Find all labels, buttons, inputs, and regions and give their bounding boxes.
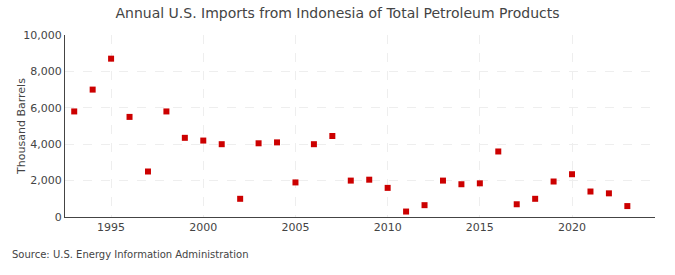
svg-text:6,000: 6,000: [30, 102, 62, 115]
svg-text:2010: 2010: [374, 221, 402, 234]
svg-text:2000: 2000: [189, 221, 217, 234]
svg-text:10,000: 10,000: [23, 29, 62, 42]
svg-text:2,000: 2,000: [30, 174, 62, 187]
svg-text:0: 0: [55, 211, 62, 224]
svg-text:2015: 2015: [466, 221, 494, 234]
svg-text:Thousand Barrels: Thousand Barrels: [15, 78, 28, 175]
svg-text:Source: U.S. Energy Informatio: Source: U.S. Energy Information Administ…: [12, 249, 249, 260]
svg-text:Annual U.S. Imports from Indon: Annual U.S. Imports from Indonesia of To…: [115, 5, 559, 21]
svg-text:2005: 2005: [281, 221, 309, 234]
svg-text:4,000: 4,000: [30, 138, 62, 151]
svg-text:1995: 1995: [97, 221, 125, 234]
svg-text:8,000: 8,000: [30, 65, 62, 78]
svg-text:2020: 2020: [558, 221, 586, 234]
